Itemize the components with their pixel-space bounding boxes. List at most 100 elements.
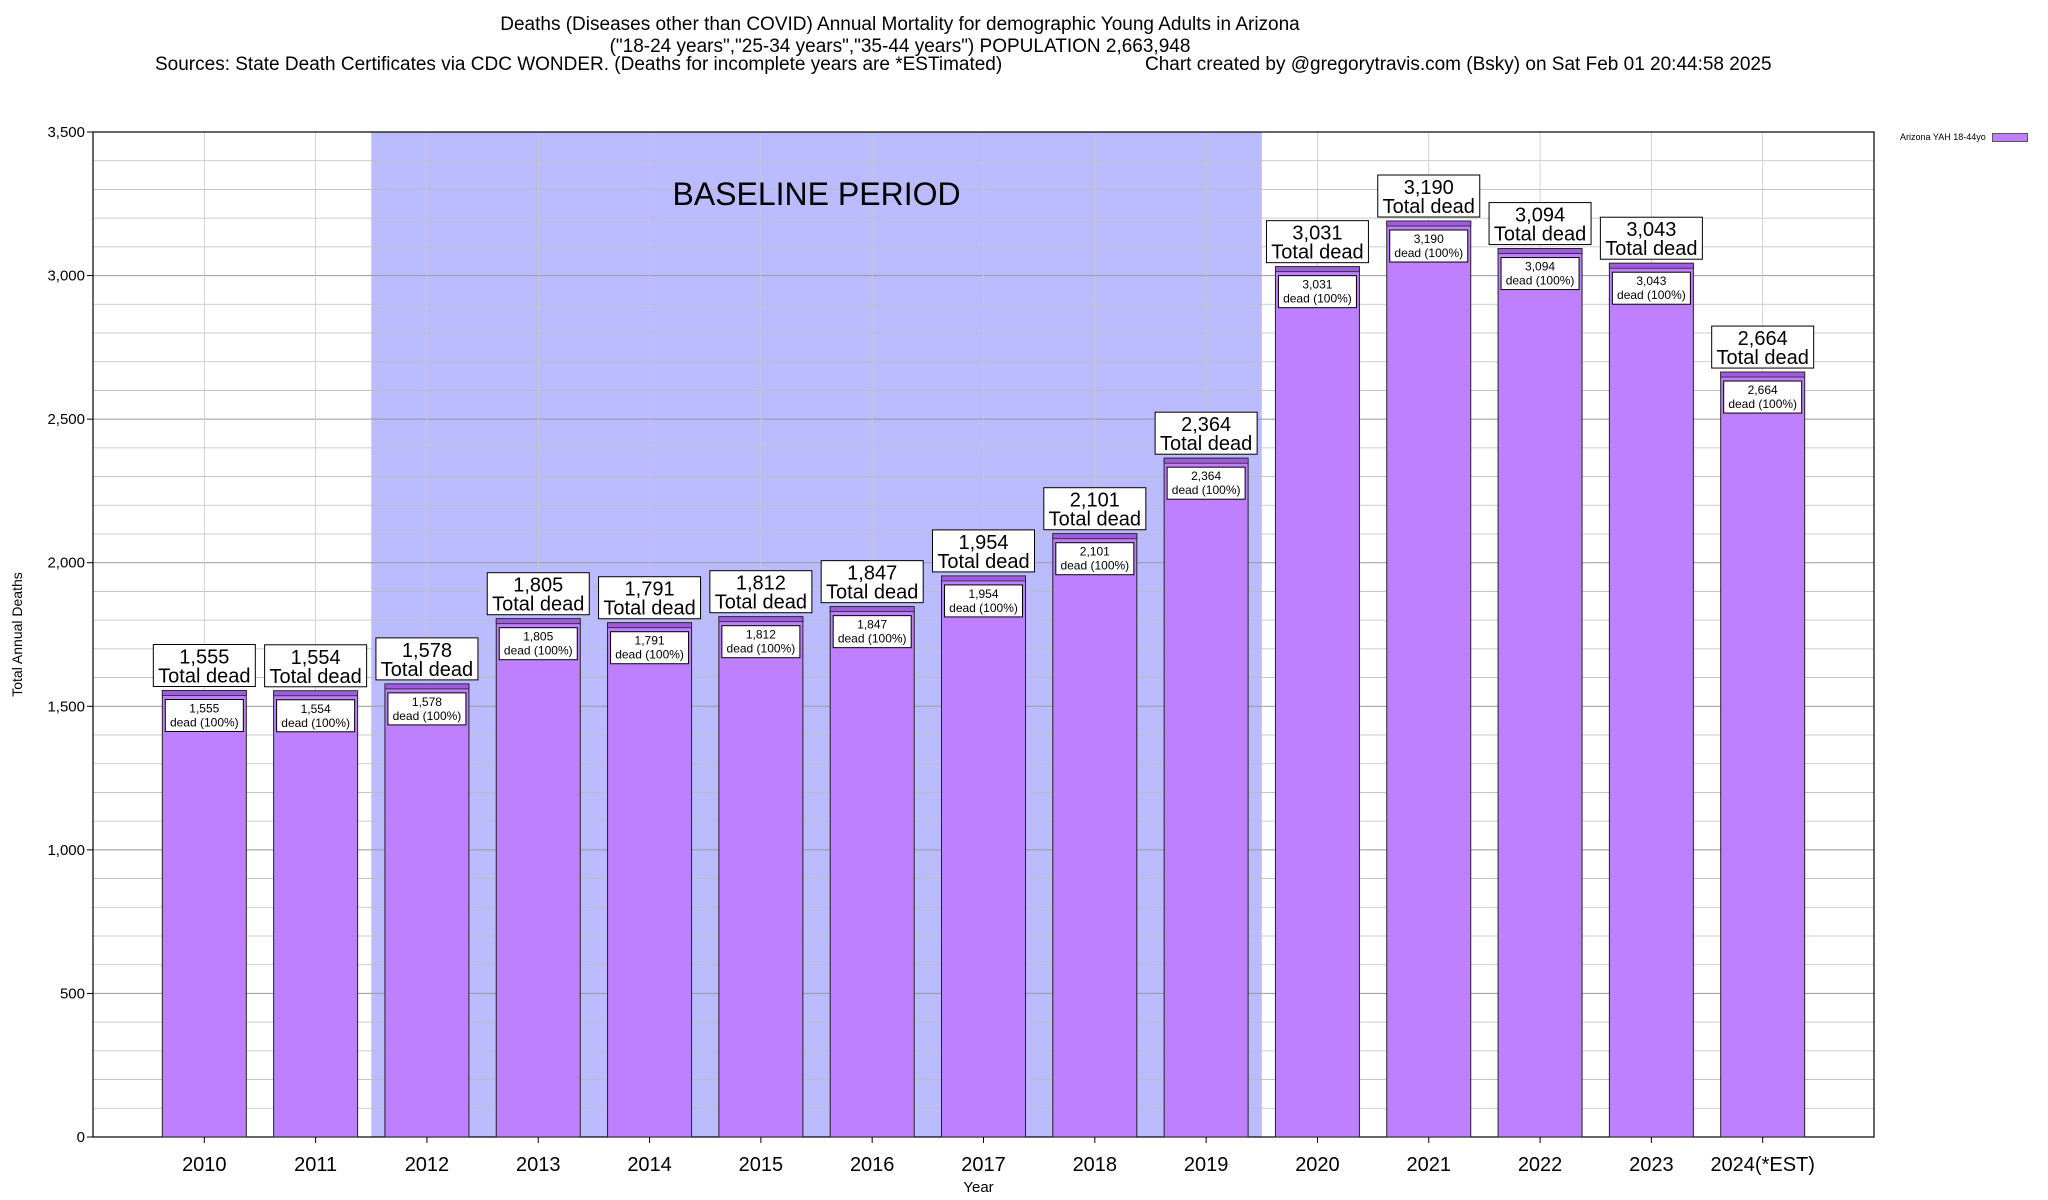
legend-label: Arizona YAH 18-44yo	[1900, 132, 1986, 142]
total-dead-label: Total dead	[715, 592, 807, 614]
total-label-box	[1488, 202, 1592, 246]
inner-value-label: 1,805	[523, 630, 553, 644]
total-value-label: 2,664	[1738, 328, 1788, 350]
total-label-box	[152, 643, 256, 687]
inner-dead-label: dead (100%)	[727, 642, 796, 656]
inner-dead-label: dead (100%)	[393, 709, 462, 723]
bar-top-strip	[1608, 262, 1694, 269]
total-label-box	[1377, 174, 1481, 218]
x-axis-label: Year	[963, 1179, 993, 1196]
title-line-1: Deaths (Diseases other than COVID) Annua…	[500, 14, 1300, 35]
total-dead-label: Total dead	[826, 582, 918, 604]
total-label-box	[1711, 325, 1815, 369]
inner-label-box	[276, 699, 356, 733]
bar-top-strip	[1163, 457, 1249, 464]
bar-top-strip	[1275, 266, 1360, 273]
bar-top-strip	[384, 683, 470, 690]
y-tick-label: 3,500	[47, 124, 85, 141]
inner-value-label: 1,554	[301, 702, 331, 716]
inner-label-box	[1723, 380, 1803, 414]
x-tick-label: 2024(*EST)	[1710, 1154, 1815, 1176]
inner-label-box	[721, 625, 801, 659]
bar	[1497, 248, 1583, 1138]
bar-top-strip	[607, 622, 692, 629]
inner-dead-label: dead (100%)	[1506, 274, 1575, 288]
inner-value-label: 2,101	[1080, 545, 1110, 559]
total-dead-label: Total dead	[603, 598, 695, 620]
bar	[495, 618, 581, 1138]
y-axis-label: Total Annual Deaths	[9, 572, 25, 697]
inner-value-label: 3,043	[1636, 274, 1666, 288]
total-value-label: 2,101	[1070, 490, 1120, 512]
x-tick-label: 2022	[1518, 1154, 1563, 1176]
credit-text: Chart created by @gregorytravis.com (Bsk…	[1145, 54, 1772, 75]
bar	[941, 575, 1026, 1138]
inner-label-box	[1166, 466, 1246, 500]
total-value-label: 1,791	[625, 579, 675, 601]
x-tick-label: 2011	[294, 1154, 337, 1176]
x-tick-label: 2016	[850, 1154, 895, 1176]
chart-title: Deaths (Diseases other than COVID) Annua…	[0, 14, 1800, 58]
total-value-label: 2,364	[1181, 414, 1231, 436]
inner-label-box	[498, 627, 578, 661]
inner-value-label: 1,555	[189, 701, 219, 715]
total-value-label: 1,847	[847, 563, 897, 585]
inner-label-box	[832, 615, 912, 649]
total-value-label: 1,555	[179, 646, 229, 668]
bar	[1163, 457, 1249, 1138]
bar-top-strip	[1497, 248, 1583, 254]
bar-top-strip	[1052, 533, 1138, 540]
total-value-label: 3,043	[1626, 219, 1676, 241]
total-value-label: 3,031	[1292, 223, 1342, 245]
total-label-box	[709, 570, 813, 614]
total-label-box	[820, 560, 924, 604]
total-dead-label: Total dead	[1271, 242, 1363, 264]
total-value-label: 1,554	[291, 647, 341, 669]
inner-value-label: 1,578	[412, 695, 442, 709]
inner-label-box	[1277, 275, 1357, 309]
bar-top-strip	[161, 690, 247, 696]
x-tick-label: 2020	[1295, 1154, 1340, 1176]
y-tick-label: 1,500	[47, 698, 85, 715]
inner-value-label: 3,190	[1414, 232, 1444, 246]
inner-dead-label: dead (100%)	[1394, 246, 1463, 260]
total-dead-label: Total dead	[269, 666, 361, 688]
bar	[829, 606, 915, 1138]
legend: Arizona YAH 18-44yo	[1900, 132, 2028, 142]
bar	[273, 690, 359, 1138]
x-tick-label: 2019	[1184, 1154, 1229, 1176]
total-value-label: 1,805	[513, 575, 563, 597]
total-label-box	[1154, 411, 1258, 455]
bar	[161, 689, 247, 1138]
total-value-label: 3,190	[1404, 177, 1454, 199]
inner-label-box	[610, 631, 690, 665]
total-dead-label: Total dead	[1383, 196, 1475, 218]
inner-value-label: 2,364	[1191, 469, 1221, 483]
bar	[1386, 220, 1472, 1138]
inner-value-label: 1,812	[746, 628, 776, 642]
inner-label-box	[387, 692, 467, 726]
total-dead-label: Total dead	[1049, 509, 1141, 531]
inner-dead-label: dead (100%)	[1283, 292, 1352, 306]
total-dead-label: Total dead	[158, 665, 250, 687]
total-value-label: 3,094	[1515, 205, 1565, 227]
inner-value-label: 1,847	[857, 618, 887, 632]
total-dead-label: Total dead	[1494, 224, 1586, 246]
inner-label-box	[944, 584, 1023, 618]
bar-top-strip	[718, 616, 804, 623]
total-label-box	[1599, 216, 1703, 260]
inner-label-box	[1611, 271, 1691, 305]
y-tick-label: 500	[60, 985, 85, 1002]
inner-dead-label: dead (100%)	[615, 648, 684, 662]
total-dead-label: Total dead	[492, 594, 584, 616]
inner-label-box	[1389, 229, 1469, 263]
inner-dead-label: dead (100%)	[170, 715, 239, 729]
total-value-label: 1,954	[958, 532, 1008, 554]
y-tick-label: 2,000	[47, 555, 85, 572]
bar-top-strip	[1720, 371, 1806, 378]
inner-label-box	[164, 698, 244, 732]
total-dead-label: Total dead	[1717, 347, 1809, 369]
bar	[384, 683, 470, 1138]
total-label-box	[598, 576, 702, 620]
